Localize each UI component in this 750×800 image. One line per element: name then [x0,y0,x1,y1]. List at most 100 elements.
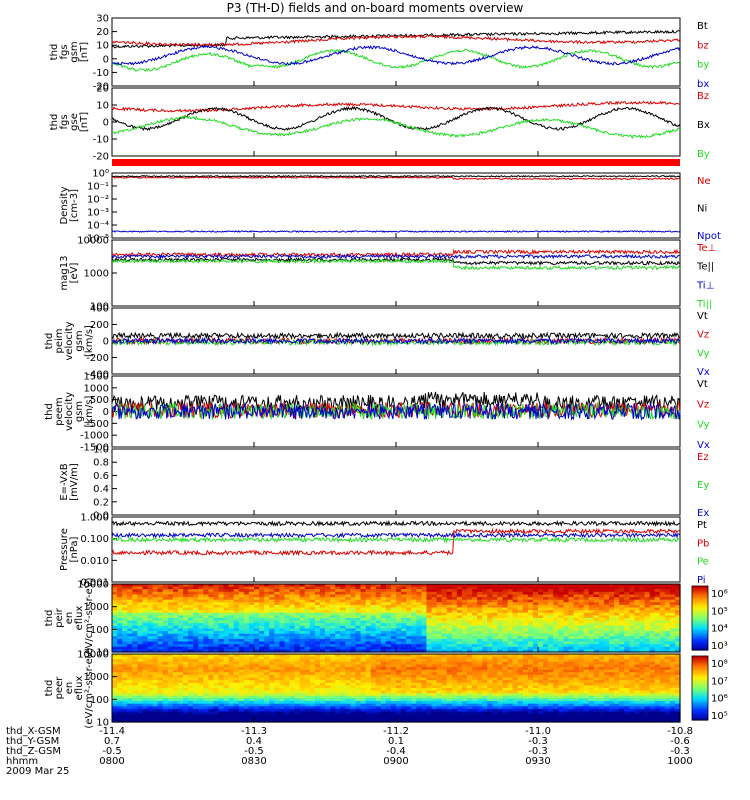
heatmap-cell [233,690,240,694]
y-tick-label: -1500 [80,443,109,454]
heatmap-cell [248,604,255,609]
heatmap-cell [289,669,296,673]
heatmap-cell [345,664,351,668]
heatmap-cell [654,594,661,598]
heatmap-cell [299,612,306,616]
heatmap-cell [203,633,209,637]
heatmap-cell [340,612,346,616]
heatmap-cell [350,690,357,694]
series-pressure-0 [111,519,681,528]
heatmap-cell [436,659,443,663]
heatmap-cell [477,591,483,595]
heatmap-cell [112,649,118,653]
heatmap-cell [538,664,544,668]
heatmap-cell [553,644,559,648]
heatmap-cell [355,615,362,619]
heatmap-cell [335,656,341,660]
heatmap-cell [284,610,291,614]
heatmap-cell [527,610,534,614]
heatmap-cell [309,620,316,624]
heatmap-cell [527,620,534,624]
heatmap-cell [644,610,651,614]
heatmap-cell [380,602,387,606]
heatmap-cell [553,641,559,645]
heatmap-cell [548,669,554,673]
heatmap-cell [340,654,346,658]
heatmap-cell [198,594,204,598]
heatmap-cell [172,589,179,593]
heatmap-cell [502,667,509,671]
heatmap-cell [573,669,580,673]
heatmap-cell [629,661,635,665]
heatmap-cell [218,591,225,595]
heatmap-cell [172,677,179,681]
heatmap-cell [664,615,671,619]
heatmap-cell [198,680,204,684]
heatmap-cell [669,649,676,653]
heatmap-cell [487,620,493,624]
heatmap-cell [401,612,407,616]
heatmap-cell [147,646,154,650]
heatmap-cell [649,659,656,663]
heatmap-cell [517,646,524,650]
heatmap-cell [629,669,635,673]
heatmap-cell [390,695,397,699]
heatmap-cell [137,693,144,697]
heatmap-cell [588,638,595,643]
heatmap-cell [162,620,169,624]
heatmap-cell [314,695,321,699]
heatmap-cell [238,628,245,632]
heatmap-cell [568,661,575,665]
heatmap-cell [269,620,275,624]
heatmap-cell [517,620,524,624]
legend-pressure-1: Pb [697,538,709,549]
heatmap-cell [208,610,215,614]
heatmap-cell [548,604,554,609]
heatmap-cell [619,633,625,637]
heatmap-cell [167,625,174,629]
colorbar-segment [692,635,708,638]
heatmap-cell [309,669,316,673]
heatmap-cell [411,610,417,614]
heatmap-cell [198,599,204,603]
heatmap-cell [274,688,280,692]
heatmap-cell [127,685,133,689]
heatmap-cell [279,664,286,668]
heatmap-cell [629,664,635,668]
y-axis-label: velocity [64,321,75,360]
heatmap-cell [609,667,615,671]
heatmap-cell [517,618,524,622]
heatmap-cell [578,589,585,593]
heatmap-cell [147,628,154,632]
heatmap-cell [269,610,275,614]
heatmap-cell [370,669,377,673]
heatmap-cell [461,674,468,679]
heatmap-cell [127,664,133,668]
heatmap-cell [563,604,570,609]
heatmap-cell [461,602,468,606]
heatmap-cell [532,656,539,660]
heatmap-cell [548,618,554,622]
heatmap-cell [532,690,539,694]
heatmap-cell [304,661,311,665]
heatmap-cell [441,690,448,694]
heatmap-cell [487,661,493,665]
heatmap-cell [122,695,128,699]
heatmap-cell [142,612,149,616]
heatmap-cell [619,604,625,609]
heatmap-cell [289,661,296,665]
heatmap-cell [502,677,509,681]
heatmap-cell [152,672,159,676]
heatmap-cell [573,661,580,665]
heatmap-cell [370,615,377,619]
heatmap-cell [426,674,433,679]
heatmap-cell [527,685,534,689]
heatmap-cell [380,625,387,629]
heatmap-cell [350,693,357,697]
heatmap-cell [472,623,478,627]
heatmap-cell [426,604,433,609]
heatmap-cell [233,604,240,609]
heatmap-cell [294,633,301,637]
heatmap-cell [147,607,154,611]
heatmap-cell [426,664,433,668]
